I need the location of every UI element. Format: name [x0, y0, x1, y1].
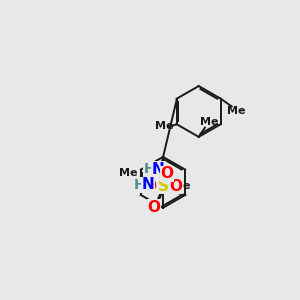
Text: O: O	[160, 166, 173, 181]
Text: Me: Me	[200, 117, 218, 127]
Text: H: H	[144, 162, 156, 176]
Text: S: S	[158, 178, 169, 194]
Text: O: O	[170, 178, 183, 194]
Text: O: O	[143, 178, 156, 194]
Text: Me: Me	[172, 181, 190, 191]
Text: Me: Me	[155, 122, 173, 131]
Text: Me: Me	[119, 168, 138, 178]
Text: H: H	[134, 178, 145, 192]
Text: Me: Me	[227, 106, 246, 116]
Text: N: N	[142, 178, 154, 193]
Text: N: N	[152, 162, 165, 177]
Text: O: O	[148, 200, 161, 215]
